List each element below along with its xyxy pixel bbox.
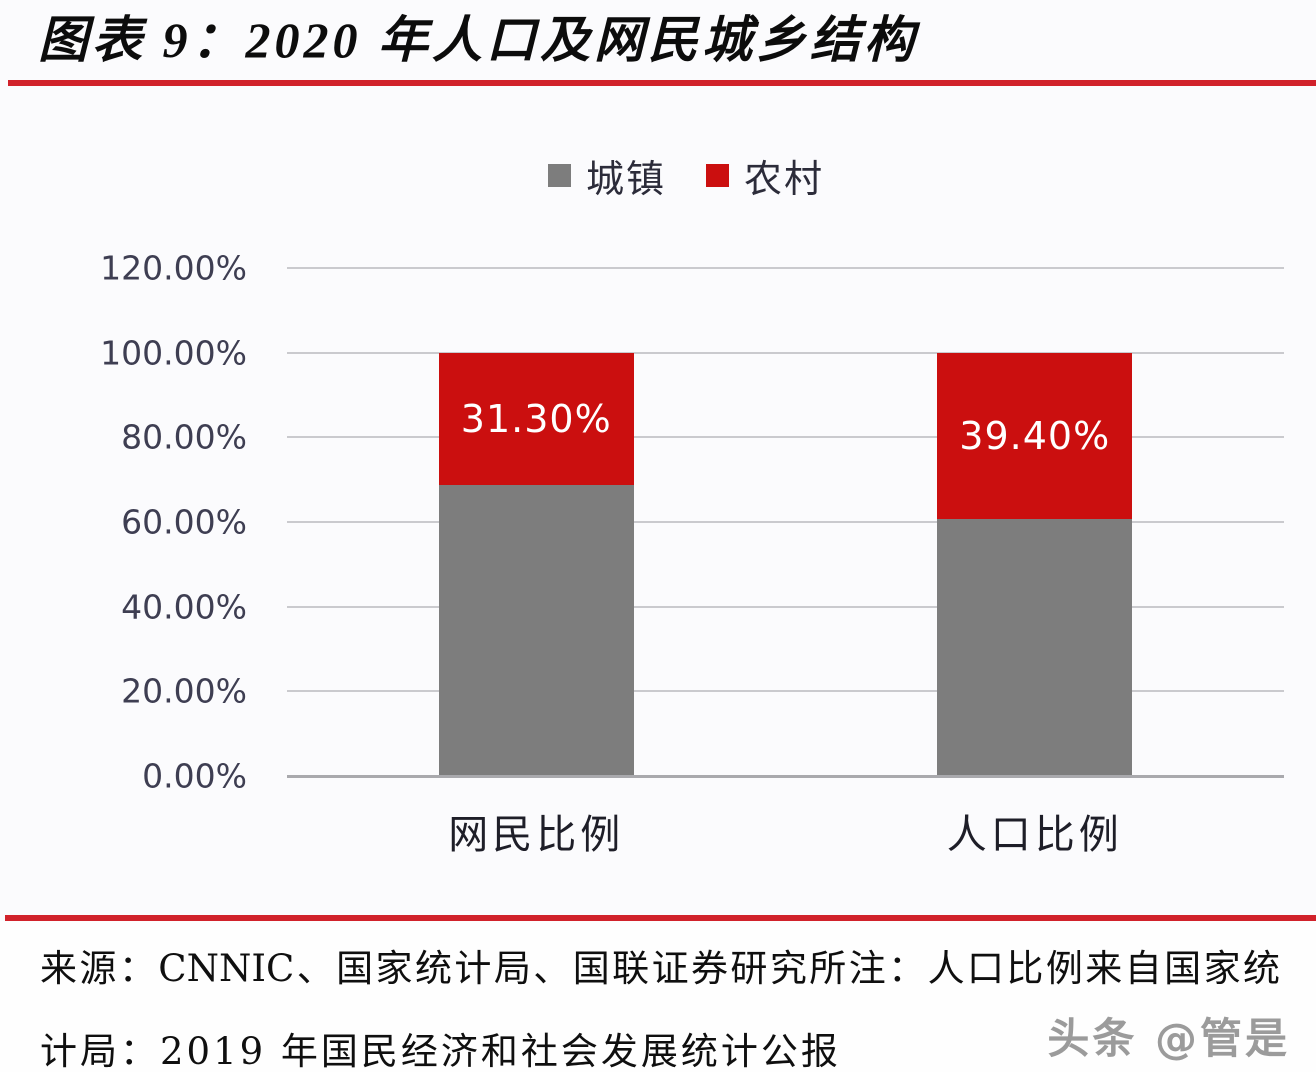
bar-segment-城镇-人口比例 bbox=[937, 519, 1133, 776]
chart-legend: 城镇 农村 bbox=[28, 148, 1316, 203]
data-label: 31.30% bbox=[460, 396, 612, 441]
y-axis-tick-label: 80.00% bbox=[121, 417, 247, 457]
y-axis-tick-label: 120.00% bbox=[100, 248, 247, 288]
legend-item: 农村 bbox=[706, 148, 824, 203]
gridline bbox=[287, 521, 1284, 523]
gridline bbox=[287, 436, 1284, 439]
y-axis-tick-label: 100.00% bbox=[100, 333, 247, 373]
title-underline-rule bbox=[8, 80, 1316, 86]
gridline bbox=[287, 351, 1284, 354]
watermark: 头条 @管是 bbox=[1047, 1014, 1290, 1063]
data-label: 39.40% bbox=[959, 414, 1111, 459]
legend-swatch-icon bbox=[706, 164, 729, 187]
bar-segment-农村-网民比例: 31.30% bbox=[438, 352, 634, 486]
legend-label: 农村 bbox=[744, 157, 825, 201]
footer-area: 来源：CNNIC、国家统计局、国联证券研究所注：人口比例来自国家统 计局：201… bbox=[0, 921, 1316, 1072]
y-axis-tick-label: 60.00% bbox=[121, 502, 247, 542]
footer-divider-rule bbox=[5, 915, 1316, 921]
y-axis-tick-label: 0.00% bbox=[142, 756, 247, 796]
bar-segment-农村-人口比例: 39.40% bbox=[937, 352, 1133, 520]
bar-segment-城镇-网民比例 bbox=[438, 485, 634, 776]
y-axis-tick-label: 20.00% bbox=[121, 671, 247, 711]
chart-plot-area: 120.00% 100.00% 80.00% 60.00% 40.00% 20.00% 0.… bbox=[100, 249, 1284, 858]
gridline bbox=[287, 690, 1284, 693]
x-axis-category-label: 网民比例 bbox=[448, 812, 625, 858]
legend-swatch-icon bbox=[547, 164, 571, 187]
gridline bbox=[287, 605, 1284, 608]
x-axis-category-label: 人口比例 bbox=[946, 812, 1123, 858]
source-note-line-1: 来源：CNNIC、国家统计局、国联证券研究所注：人口比例来自国家统 bbox=[40, 947, 1280, 990]
gridline bbox=[287, 267, 1284, 269]
source-note-line-2: 计局：2019 年国民经济和社会发展统计公报 bbox=[40, 1030, 841, 1072]
y-axis-tick-label: 40.00% bbox=[121, 587, 247, 627]
legend-label: 城镇 bbox=[585, 157, 666, 201]
legend-item: 城镇 bbox=[547, 148, 666, 203]
x-axis-line bbox=[287, 775, 1284, 778]
figure-title: 图表 9：2020 年人口及网民城乡结构 bbox=[38, 12, 918, 68]
